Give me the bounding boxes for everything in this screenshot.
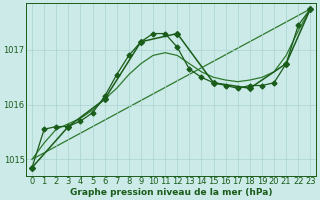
X-axis label: Graphe pression niveau de la mer (hPa): Graphe pression niveau de la mer (hPa) — [70, 188, 272, 197]
